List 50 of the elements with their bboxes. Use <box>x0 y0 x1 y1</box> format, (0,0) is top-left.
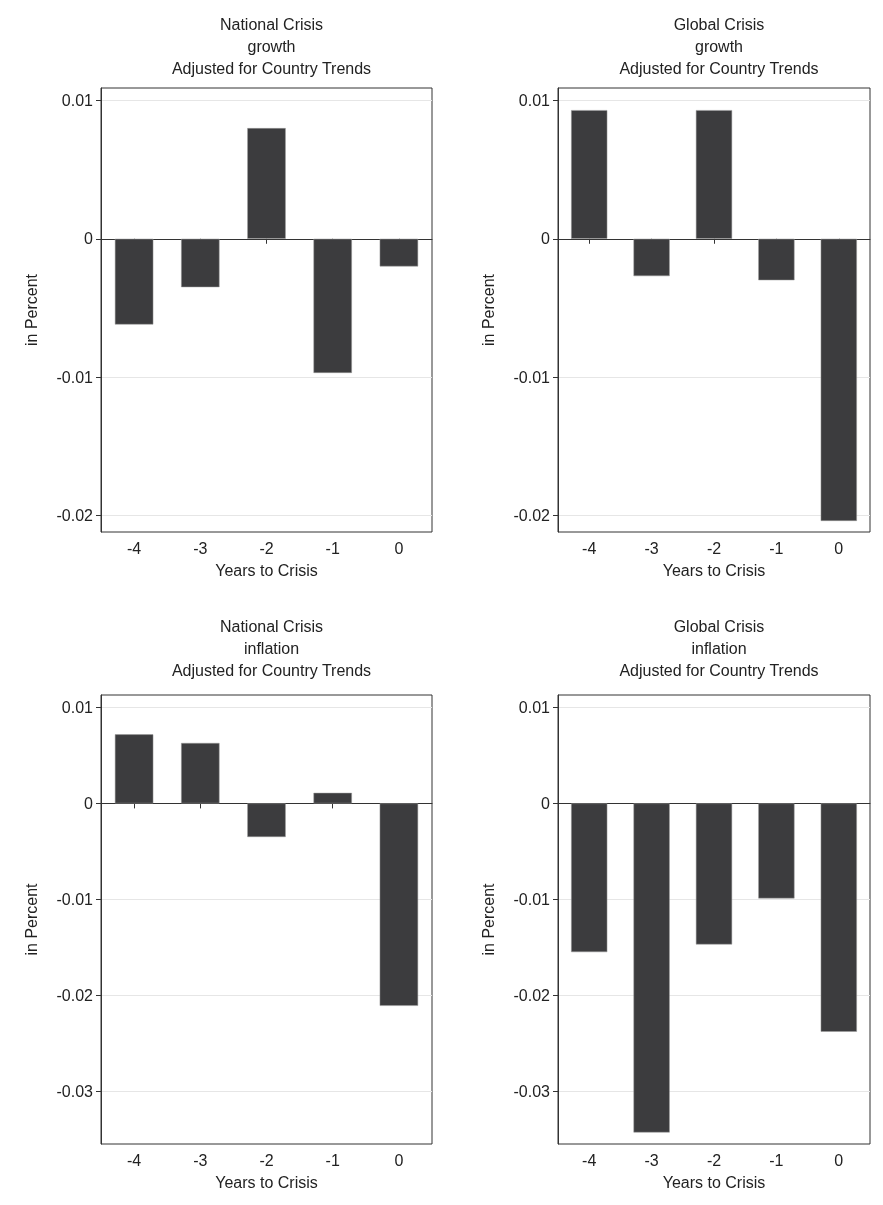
x-tick-label: -2 <box>706 1151 722 1169</box>
x-tick-label: -2 <box>706 539 722 557</box>
y-tick-label: 0 <box>541 230 551 248</box>
x-axis-title: Years to Crisis <box>662 561 766 579</box>
y-tick-label: -0.02 <box>513 986 551 1004</box>
y-tick-label: -0.03 <box>513 1082 551 1100</box>
x-tick-label: -2 <box>259 539 274 557</box>
x-tick-label: -4 <box>126 539 142 557</box>
y-axis-title: in Percent <box>479 882 497 956</box>
x-tick-label: 0 <box>394 1151 404 1169</box>
chart-title: National Crisis growth Adjusted for Country Trends <box>171 15 372 77</box>
x-axis-title: Years to Crisis <box>662 1173 766 1191</box>
y-tick-label: 0.01 <box>518 91 551 109</box>
x-tick-label: -3 <box>193 539 208 557</box>
y-axis-title: in Percent <box>22 882 40 956</box>
x-tick-label: -3 <box>644 539 659 557</box>
x-tick-label: -1 <box>769 1151 784 1169</box>
y-tick-label: -0.01 <box>56 368 94 386</box>
x-tick-label: -4 <box>582 539 597 557</box>
x-tick-label: -4 <box>126 1151 142 1169</box>
chart-title: Global Crisis growth Adjusted for Country Trends <box>619 15 819 77</box>
chart-title: Global Crisis inflation Adjusted for Country Trends <box>619 617 819 679</box>
y-tick-label: 0 <box>84 794 94 812</box>
x-tick-label: -1 <box>325 1151 340 1169</box>
x-tick-label: -3 <box>644 1151 659 1169</box>
y-tick-label: -0.02 <box>56 506 94 524</box>
x-tick-label: -3 <box>193 1151 208 1169</box>
y-tick-label: -0.03 <box>56 1082 94 1100</box>
x-tick-label: -1 <box>769 539 784 557</box>
y-axis-title: in Percent <box>22 273 40 347</box>
y-tick-label: 0 <box>541 794 551 812</box>
y-tick-label: 0 <box>84 230 94 248</box>
y-tick-label: 0.01 <box>518 698 551 716</box>
y-tick-label: 0.01 <box>61 91 94 109</box>
x-axis-title: Years to Crisis <box>215 561 318 579</box>
x-tick-label: 0 <box>394 539 404 557</box>
chart-title: National Crisis inflation Adjusted for Country Trends <box>171 617 372 679</box>
x-tick-label: -2 <box>259 1151 274 1169</box>
x-axis-title: Years to Crisis <box>215 1173 318 1191</box>
y-tick-label: -0.01 <box>513 368 551 386</box>
x-tick-label: 0 <box>834 539 844 557</box>
y-tick-label: 0.01 <box>61 698 94 716</box>
y-tick-label: -0.01 <box>56 890 94 908</box>
y-tick-label: -0.02 <box>56 986 94 1004</box>
x-tick-label: -1 <box>325 539 340 557</box>
y-axis-title: in Percent <box>479 273 497 347</box>
x-tick-label: 0 <box>834 1151 844 1169</box>
x-tick-label: -4 <box>582 1151 597 1169</box>
y-tick-label: -0.01 <box>513 890 551 908</box>
y-tick-label: -0.02 <box>513 506 551 524</box>
